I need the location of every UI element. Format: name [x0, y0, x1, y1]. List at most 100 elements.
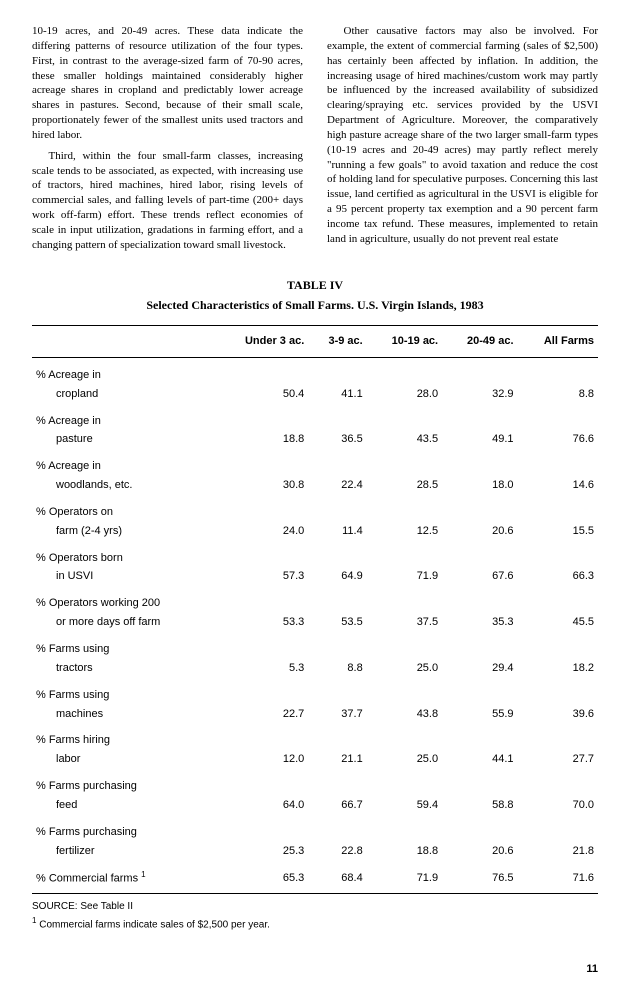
cell-value: 5.3: [215, 659, 308, 678]
table-row: machines22.737.743.855.939.6: [32, 705, 598, 724]
table-subtitle: Selected Characteristics of Small Farms.…: [32, 297, 598, 313]
row-sublabel: tractors: [32, 659, 215, 678]
cell-value: 57.3: [215, 567, 308, 586]
paragraph: 10-19 acres, and 20-49 acres. These data…: [32, 24, 303, 143]
paragraph: Other causative factors may also be invo…: [327, 24, 598, 247]
table-row: % Commercial farms 165.368.471.976.571.6: [32, 860, 598, 893]
cell-value: 44.1: [442, 750, 517, 769]
table-row: % Operators born: [32, 541, 598, 568]
table-title: TABLE IV: [32, 277, 598, 293]
col-header: All Farms: [518, 326, 599, 358]
cell-value: 20.6: [442, 522, 517, 541]
cell-value: 66.3: [518, 567, 599, 586]
cell-value: 53.5: [308, 613, 366, 632]
cell-value: 64.0: [215, 796, 308, 815]
table-row: pasture18.836.543.549.176.6: [32, 430, 598, 449]
table-row: % Farms purchasing: [32, 815, 598, 842]
cell-value: 39.6: [518, 705, 599, 724]
cell-value: 43.5: [367, 430, 442, 449]
row-sublabel: feed: [32, 796, 215, 815]
table-header-row: Under 3 ac. 3-9 ac. 10-19 ac. 20-49 ac. …: [32, 326, 598, 358]
cell-value: 58.8: [442, 796, 517, 815]
cell-value: 18.8: [215, 430, 308, 449]
cell-value: 28.5: [367, 476, 442, 495]
table-row: % Farms hiring: [32, 723, 598, 750]
row-sublabel: labor: [32, 750, 215, 769]
page-number: 11: [32, 962, 598, 977]
row-sublabel: pasture: [32, 430, 215, 449]
table-row: % Farms using: [32, 678, 598, 705]
cell-value: 27.7: [518, 750, 599, 769]
cell-value: 14.6: [518, 476, 599, 495]
cell-value: 45.5: [518, 613, 599, 632]
table-row: or more days off farm53.353.537.535.345.…: [32, 613, 598, 632]
cell-value: 68.4: [308, 860, 366, 893]
cell-value: 18.8: [367, 842, 442, 861]
cell-value: 66.7: [308, 796, 366, 815]
cell-value: 71.6: [518, 860, 599, 893]
cell-value: 22.8: [308, 842, 366, 861]
table-row: % Acreage in: [32, 449, 598, 476]
cell-value: 11.4: [308, 522, 366, 541]
cell-value: 30.8: [215, 476, 308, 495]
paragraph: Third, within the four small-farm classe…: [32, 149, 303, 253]
cell-value: 21.1: [308, 750, 366, 769]
col-header: 20-49 ac.: [442, 326, 517, 358]
col-header: 3-9 ac.: [308, 326, 366, 358]
table-row: feed64.066.759.458.870.0: [32, 796, 598, 815]
row-sublabel: woodlands, etc.: [32, 476, 215, 495]
row-sublabel: fertilizer: [32, 842, 215, 861]
row-label: % Commercial farms 1: [32, 860, 215, 893]
table-row: tractors5.38.825.029.418.2: [32, 659, 598, 678]
table-row: % Acreage in: [32, 357, 598, 384]
cell-value: 71.9: [367, 860, 442, 893]
table-row: fertilizer25.322.818.820.621.8: [32, 842, 598, 861]
row-label: % Acreage in: [32, 449, 598, 476]
row-label: % Operators working 200: [32, 586, 598, 613]
data-table: Under 3 ac. 3-9 ac. 10-19 ac. 20-49 ac. …: [32, 325, 598, 894]
table-row: farm (2-4 yrs)24.011.412.520.615.5: [32, 522, 598, 541]
col-header: [32, 326, 215, 358]
cell-value: 49.1: [442, 430, 517, 449]
table-row: woodlands, etc.30.822.428.518.014.6: [32, 476, 598, 495]
row-label: % Farms purchasing: [32, 815, 598, 842]
right-column: Other causative factors may also be invo…: [327, 24, 598, 259]
cell-value: 53.3: [215, 613, 308, 632]
row-sublabel: or more days off farm: [32, 613, 215, 632]
table-row: % Farms purchasing: [32, 769, 598, 796]
row-label: % Farms hiring: [32, 723, 598, 750]
cell-value: 12.0: [215, 750, 308, 769]
row-sublabel: machines: [32, 705, 215, 724]
cell-value: 22.4: [308, 476, 366, 495]
cell-value: 24.0: [215, 522, 308, 541]
table-row: labor12.021.125.044.127.7: [32, 750, 598, 769]
cell-value: 25.3: [215, 842, 308, 861]
table-row: % Operators on: [32, 495, 598, 522]
cell-value: 20.6: [442, 842, 517, 861]
cell-value: 37.5: [367, 613, 442, 632]
cell-value: 70.0: [518, 796, 599, 815]
cell-value: 18.0: [442, 476, 517, 495]
cell-value: 43.8: [367, 705, 442, 724]
cell-value: 8.8: [518, 385, 599, 404]
left-column: 10-19 acres, and 20-49 acres. These data…: [32, 24, 303, 259]
row-label: % Acreage in: [32, 357, 598, 384]
cell-value: 71.9: [367, 567, 442, 586]
cell-value: 28.0: [367, 385, 442, 404]
cell-value: 29.4: [442, 659, 517, 678]
cell-value: 36.5: [308, 430, 366, 449]
table-row: % Operators working 200: [32, 586, 598, 613]
cell-value: 65.3: [215, 860, 308, 893]
cell-value: 25.0: [367, 659, 442, 678]
cell-value: 12.5: [367, 522, 442, 541]
cell-value: 41.1: [308, 385, 366, 404]
row-sublabel: cropland: [32, 385, 215, 404]
row-label: % Farms using: [32, 678, 598, 705]
cell-value: 76.5: [442, 860, 517, 893]
footnote-text: Commercial farms indicate sales of $2,50…: [36, 920, 269, 931]
cell-value: 37.7: [308, 705, 366, 724]
cell-value: 50.4: [215, 385, 308, 404]
cell-value: 22.7: [215, 705, 308, 724]
col-header: Under 3 ac.: [215, 326, 308, 358]
row-sublabel: in USVI: [32, 567, 215, 586]
